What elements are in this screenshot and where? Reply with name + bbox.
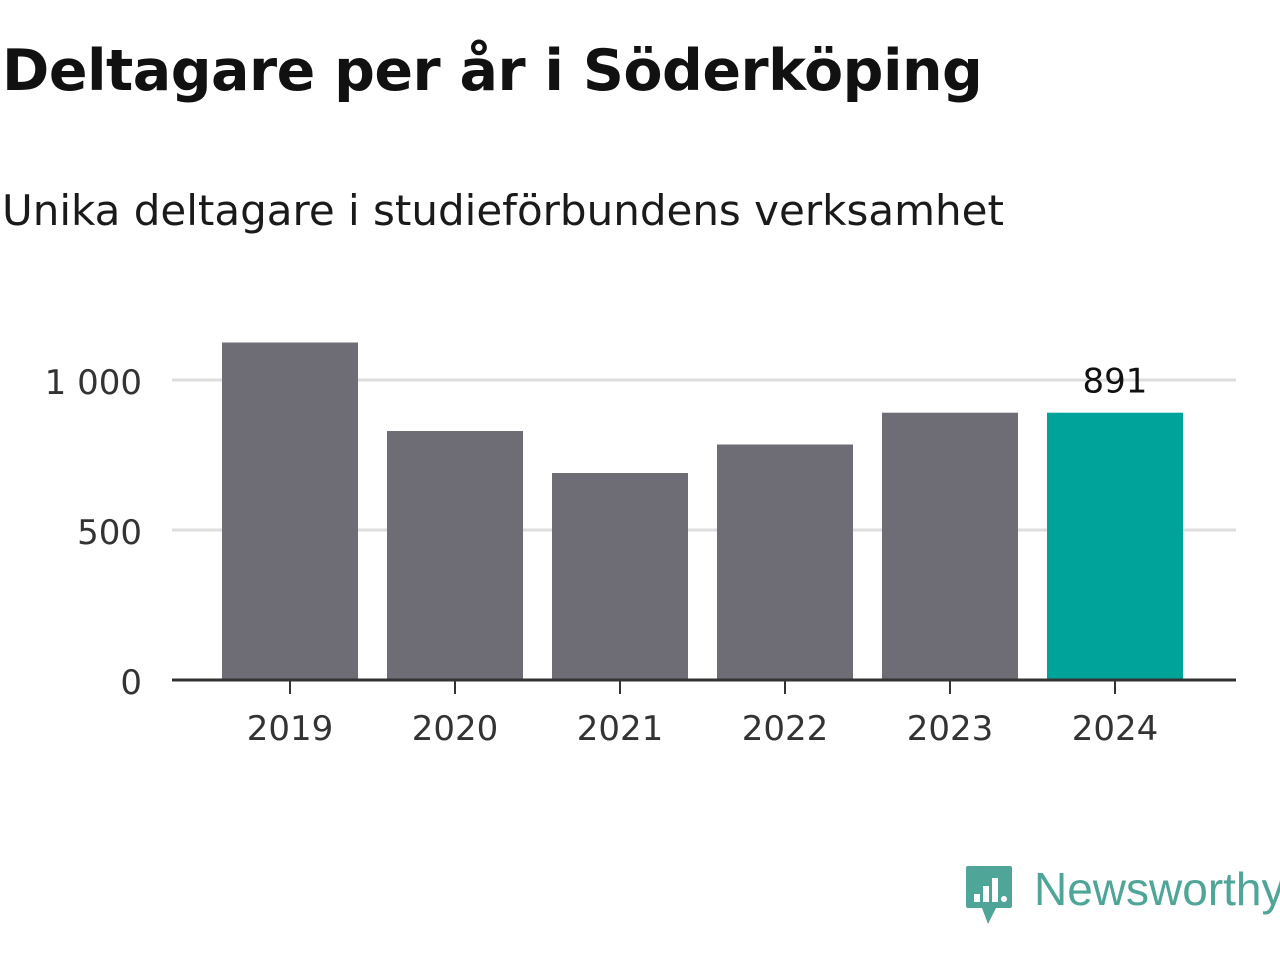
bar-2020 [387, 431, 523, 680]
brand-name: Newsworthy [1034, 863, 1280, 915]
bar-2024 [1047, 412, 1183, 680]
chart-subtitle: Unika deltagare i studieförbundens verks… [2, 186, 1004, 235]
bar-chart: 0 500 1 000 2019 2020 2021 2022 2023 2024 891 [45, 342, 1236, 749]
y-tick-label-1: 500 [77, 513, 142, 553]
y-tick-label-2: 1 000 [45, 363, 142, 403]
x-tick-label-2024: 2024 [1072, 709, 1159, 749]
y-tick-label-0: 0 [120, 663, 142, 703]
bar-2023 [882, 412, 1018, 680]
x-tick-label-2022: 2022 [742, 709, 829, 749]
newsworthy-logo: Newsworthy [964, 864, 1280, 926]
bar-2021 [552, 473, 688, 680]
bar-2022 [717, 444, 853, 680]
chart-title: Deltagare per år i Söderköping [2, 38, 983, 104]
x-tick-label-2023: 2023 [907, 709, 994, 749]
bar-2019 [222, 342, 358, 680]
newsworthy-logo-icon [966, 866, 1012, 924]
x-tick-label-2021: 2021 [577, 709, 664, 749]
data-label-2024: 891 [1083, 362, 1148, 402]
x-tick-label-2020: 2020 [412, 709, 499, 749]
x-tick-label-2019: 2019 [247, 709, 334, 749]
